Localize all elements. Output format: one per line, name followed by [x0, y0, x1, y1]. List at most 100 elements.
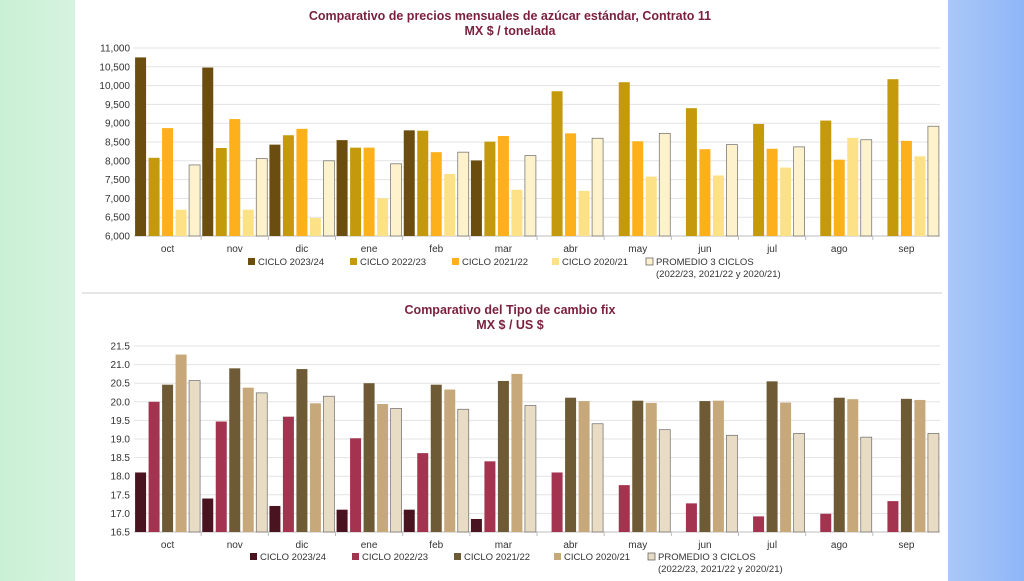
chart-subtitle: MX $ / US $ — [476, 318, 543, 332]
bar — [645, 402, 657, 532]
legend-swatch — [454, 553, 461, 560]
bar — [511, 373, 523, 532]
legend-label: PROMEDIO 3 CICLOS — [658, 552, 756, 563]
bar — [578, 401, 590, 532]
x-tick-label: sep — [898, 244, 915, 255]
y-tick-label: 6,500 — [105, 213, 130, 224]
x-tick-label: abr — [563, 540, 578, 551]
y-tick-label: 20.5 — [111, 379, 131, 390]
bar — [618, 82, 630, 236]
legend-label: CICLO 2022/23 — [360, 257, 426, 268]
bar — [645, 176, 657, 236]
bar — [618, 485, 630, 532]
bar — [780, 167, 792, 236]
bar — [766, 381, 778, 532]
x-tick-label: mar — [495, 540, 513, 551]
bar — [323, 160, 335, 237]
bar — [242, 209, 254, 236]
y-tick-label: 19.5 — [111, 416, 131, 427]
x-tick-label: dic — [296, 244, 309, 255]
bar — [148, 401, 160, 532]
bar — [658, 133, 671, 237]
x-tick-label: jun — [697, 244, 711, 255]
bar — [927, 433, 940, 533]
x-tick-label: jul — [766, 244, 777, 255]
legend-swatch — [352, 553, 359, 560]
bar — [511, 189, 523, 236]
x-tick-label: oct — [161, 540, 175, 551]
bar — [188, 380, 201, 533]
bar — [780, 402, 792, 532]
bar — [457, 408, 470, 533]
bar — [135, 472, 147, 532]
bar — [551, 91, 563, 237]
x-tick-label: may — [628, 540, 647, 551]
bar — [699, 401, 711, 532]
bar — [309, 403, 321, 532]
y-tick-label: 18.0 — [111, 472, 131, 483]
bar — [524, 155, 537, 237]
x-tick-label: mar — [495, 244, 513, 255]
bar — [430, 152, 442, 236]
legend-label: CICLO 2020/21 — [564, 552, 630, 563]
bar — [296, 128, 308, 236]
bar — [712, 175, 724, 236]
bar — [712, 400, 724, 532]
bar — [417, 453, 429, 532]
bar — [753, 123, 765, 236]
y-tick-label: 8,000 — [105, 156, 130, 167]
bar — [927, 125, 940, 237]
bar — [148, 157, 160, 236]
y-tick-label: 17.5 — [111, 490, 131, 501]
bar — [820, 513, 832, 532]
y-tick-label: 21.0 — [111, 360, 131, 371]
bar — [887, 501, 899, 532]
legend-note: (2022/23, 2021/22 y 2020/21) — [658, 564, 783, 575]
bar — [282, 135, 294, 236]
legend-swatch — [645, 257, 654, 266]
bar — [229, 119, 241, 236]
bar — [175, 209, 187, 236]
bar — [162, 384, 174, 532]
y-tick-label: 17.0 — [111, 509, 131, 520]
bar — [403, 509, 415, 532]
x-tick-label: ago — [831, 540, 848, 551]
x-tick-label: nov — [227, 244, 243, 255]
bar — [900, 398, 912, 532]
legend-note: (2022/23, 2021/22 y 2020/21) — [656, 269, 781, 280]
bar — [497, 135, 509, 236]
bar — [470, 160, 482, 236]
bar — [685, 108, 697, 236]
bar — [430, 384, 442, 532]
bar — [685, 503, 697, 532]
bar — [255, 392, 268, 533]
y-tick-label: 7,000 — [105, 194, 130, 205]
x-tick-label: jun — [697, 540, 711, 551]
legend-label: CICLO 2021/22 — [462, 257, 528, 268]
bar — [484, 461, 496, 532]
bar — [457, 151, 470, 237]
y-tick-label: 20.0 — [111, 397, 131, 408]
legend-label: CICLO 2022/23 — [362, 552, 428, 563]
exchange-rate-chart: Comparativo del Tipo de cambio fix MX $ /… — [76, 294, 948, 576]
bar — [350, 438, 362, 532]
legend-label: CICLO 2020/21 — [562, 257, 628, 268]
legend-label: CICLO 2023/24 — [260, 552, 326, 563]
bar — [269, 144, 281, 236]
y-tick-label: 18.5 — [111, 453, 131, 464]
bar — [565, 133, 577, 236]
bar — [444, 173, 456, 236]
bar — [551, 472, 563, 532]
bar — [403, 130, 415, 236]
y-tick-label: 9,500 — [105, 100, 130, 111]
y-tick-label: 10,500 — [99, 62, 130, 73]
chart-title: Comparativo del Tipo de cambio fix — [405, 303, 616, 317]
x-tick-label: dic — [296, 540, 309, 551]
bar — [390, 408, 402, 533]
bar — [135, 57, 147, 237]
bar — [484, 141, 496, 236]
chart-title: Comparativo de precios mensuales de azúc… — [309, 9, 711, 23]
bar — [900, 140, 912, 236]
bar — [377, 404, 389, 532]
